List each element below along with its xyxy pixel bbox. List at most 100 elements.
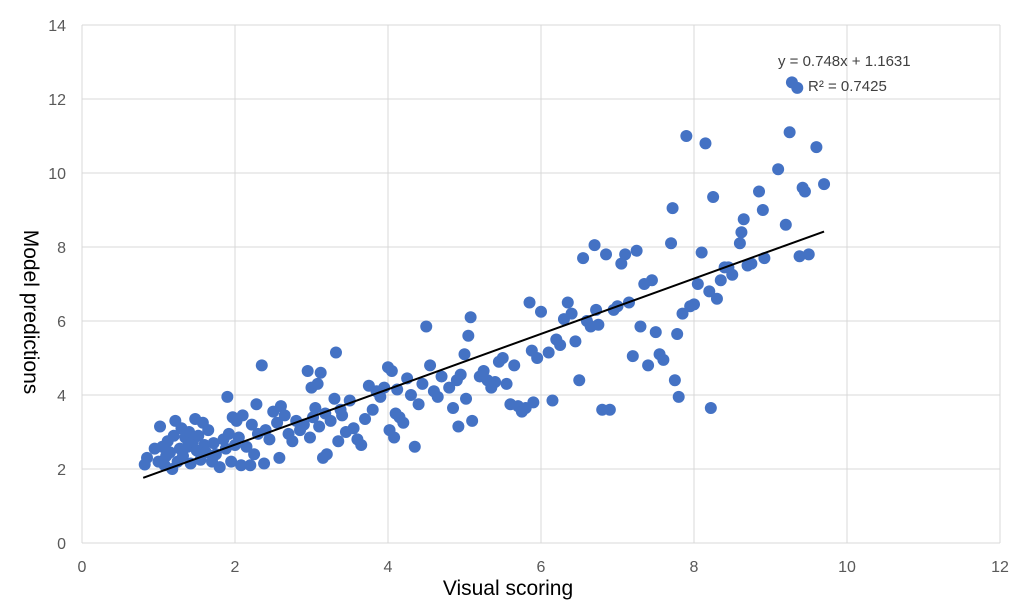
- data-point: [244, 459, 257, 472]
- data-point: [554, 339, 567, 352]
- data-point: [366, 403, 379, 416]
- data-point: [671, 327, 684, 340]
- data-point: [347, 422, 360, 435]
- data-point: [645, 274, 658, 287]
- data-point: [248, 448, 261, 461]
- data-point: [167, 429, 180, 442]
- data-point: [666, 202, 679, 215]
- data-point: [388, 431, 401, 444]
- y-tick-label: 12: [48, 92, 66, 109]
- data-point: [680, 130, 693, 142]
- y-tick-label: 4: [57, 388, 66, 405]
- data-point: [500, 377, 513, 390]
- data-point: [707, 191, 720, 204]
- data-point: [699, 137, 712, 150]
- data-point: [324, 414, 337, 427]
- data-point: [207, 437, 220, 450]
- data-point: [141, 451, 154, 464]
- x-tick-label: 2: [231, 559, 240, 576]
- data-point: [626, 350, 639, 363]
- data-point: [802, 248, 815, 261]
- x-tick-label: 4: [384, 559, 393, 576]
- data-point: [477, 364, 490, 377]
- data-point: [329, 346, 342, 359]
- data-point: [810, 141, 823, 154]
- data-point: [798, 185, 811, 198]
- data-point: [793, 250, 806, 263]
- data-point: [733, 237, 746, 250]
- data-point: [753, 185, 766, 198]
- data-point: [435, 370, 448, 383]
- data-point: [791, 81, 804, 94]
- y-tick-label: 6: [57, 314, 66, 331]
- r-squared-label: R² = 0.7425: [808, 78, 887, 95]
- data-point: [573, 374, 586, 387]
- data-point: [225, 455, 238, 468]
- data-point: [726, 268, 739, 281]
- data-point: [745, 257, 758, 270]
- data-point: [565, 307, 578, 320]
- data-point: [183, 426, 196, 438]
- data-point: [542, 346, 555, 359]
- data-point: [695, 246, 708, 259]
- y-tick-label: 10: [48, 166, 66, 183]
- data-point: [466, 414, 479, 427]
- data-point: [454, 368, 467, 381]
- gridlines: [81, 24, 1001, 544]
- x-tick-label: 10: [838, 559, 856, 576]
- data-point: [676, 307, 689, 320]
- data-point: [245, 418, 258, 431]
- data-point: [320, 448, 333, 461]
- x-tick-label: 12: [991, 559, 1009, 576]
- data-point: [462, 329, 475, 342]
- data-point: [221, 390, 234, 403]
- data-point: [332, 435, 345, 448]
- data-point: [561, 296, 574, 309]
- data-point: [271, 416, 284, 429]
- data-point: [527, 396, 540, 409]
- data-point: [408, 440, 421, 453]
- data-point: [691, 278, 704, 290]
- data-point: [314, 366, 327, 379]
- x-tick-label: 8: [690, 559, 699, 576]
- data-point: [222, 427, 235, 440]
- data-point: [416, 377, 429, 390]
- data-point: [431, 390, 444, 403]
- data-point: [783, 126, 796, 139]
- data-point: [359, 413, 372, 426]
- x-tick-label: 6: [537, 559, 546, 576]
- data-point: [592, 318, 605, 331]
- data-point: [779, 218, 792, 231]
- data-point: [424, 359, 437, 372]
- data-point: [703, 285, 716, 298]
- data-point: [668, 374, 681, 387]
- data-point: [274, 400, 287, 413]
- data-point: [273, 451, 286, 464]
- data-point: [355, 438, 368, 451]
- data-point: [535, 305, 547, 318]
- data-point: [577, 252, 590, 265]
- data-point: [657, 353, 670, 366]
- data-point: [630, 244, 643, 257]
- data-point: [772, 163, 785, 176]
- data-point: [286, 435, 299, 448]
- data-point: [460, 392, 473, 405]
- data-point: [154, 420, 167, 433]
- data-point: [531, 352, 544, 364]
- data-point: [447, 401, 460, 414]
- data-point: [464, 311, 477, 324]
- data-point: [328, 392, 341, 405]
- data-point: [309, 401, 322, 414]
- data-point: [737, 213, 750, 226]
- data-point: [714, 274, 727, 287]
- data-point: [236, 409, 249, 422]
- data-point: [443, 381, 456, 394]
- data-point: [240, 440, 253, 453]
- x-axis-ticks: 0 2 4 6 8 10 12: [78, 559, 1009, 576]
- data-point: [665, 237, 678, 250]
- data-point: [756, 204, 769, 216]
- data-point: [642, 359, 655, 372]
